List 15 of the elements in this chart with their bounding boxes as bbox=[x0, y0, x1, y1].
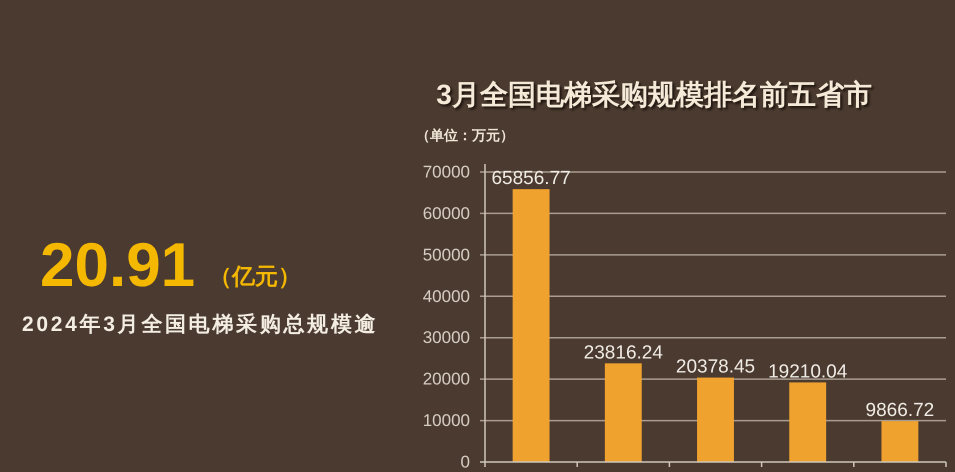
ytick-label: 60000 bbox=[422, 204, 470, 223]
data-label: 65856.77 bbox=[491, 168, 571, 190]
data-label: 19210.04 bbox=[768, 361, 848, 382]
data-label: 20378.45 bbox=[676, 356, 756, 378]
title: 3月全国电梯采购规模排名前五省市 bbox=[436, 79, 872, 110]
ylabel: （单位：万元） bbox=[416, 129, 514, 144]
ytick-label: 30000 bbox=[422, 328, 470, 348]
data-label: 23816.24 bbox=[584, 342, 663, 364]
ytick-label: 20000 bbox=[422, 370, 470, 389]
ytick-label: 10000 bbox=[422, 411, 470, 430]
ytick-label: 50000 bbox=[422, 245, 470, 264]
ytick-label: 70000 bbox=[422, 162, 470, 182]
data-label: 9866.72 bbox=[866, 400, 934, 422]
ytick-label: 0 bbox=[460, 452, 470, 472]
ytick-label: 40000 bbox=[422, 286, 470, 306]
